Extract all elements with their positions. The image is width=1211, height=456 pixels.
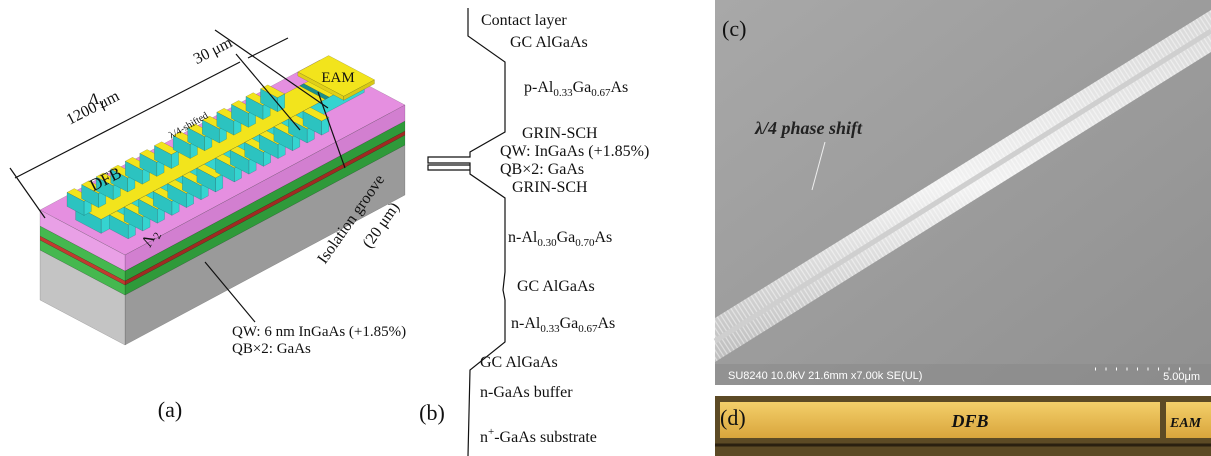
layer-text: Ga [560, 315, 579, 332]
layer-text: p-Al [524, 79, 554, 96]
layer-label: p-Al0.33Ga0.67As [524, 79, 628, 99]
layer-text: QW: InGaAs (+1.85%) [500, 143, 649, 160]
layer-text: Ga [557, 229, 576, 246]
layer-subscript: 0.67 [591, 87, 611, 99]
layer-label: GRIN-SCH [522, 125, 598, 142]
sem-info: SU8240 10.0kV 21.6mm x7.00k SE(UL) [728, 370, 922, 382]
layer-subscript: 0.70 [575, 237, 595, 249]
period1-symbol: Λ [88, 91, 100, 108]
layer-text: n-GaAs buffer [480, 384, 573, 401]
layer-text: GC AlGaAs [517, 278, 595, 295]
layer-label: QW: InGaAs (+1.85%) [500, 143, 649, 160]
qb-label: QB×2: GaAs [232, 341, 311, 357]
figure: 1200 μm 30 μm EAM Λ1 λ/4-shifted DFB Λ2 … [0, 0, 1211, 456]
layer-label: GRIN-SCH [512, 179, 588, 196]
qw-label: QW: 6 nm InGaAs (+1.85%) [232, 324, 406, 340]
layer-label: GC AlGaAs [510, 34, 588, 51]
layer-subscript: 0.33 [553, 87, 573, 99]
panel-label: (a) [158, 397, 182, 422]
eam-label: EAM [321, 70, 354, 86]
panel-label: (c) [722, 16, 746, 41]
layer-text: QB×2: GaAs [500, 161, 584, 178]
dfb-label: DFB [950, 411, 988, 431]
panel-c: (c) λ/4 phase shift SU8240 10.0kV 21.6mm… [715, 0, 1211, 385]
layer-text: Ga [573, 79, 592, 96]
layer-label: n+-GaAs substrate [480, 426, 597, 446]
extension-line [10, 168, 45, 218]
layer-label: QB×2: GaAs [500, 161, 584, 178]
layer-text: n-Al [511, 315, 541, 332]
layer-text: As [594, 229, 612, 246]
layer-text: As [610, 79, 628, 96]
layer-text: GRIN-SCH [512, 179, 588, 196]
panel-label: (b) [419, 400, 445, 425]
layer-label: n-Al0.30Ga0.70As [508, 229, 612, 249]
scale-label: 5.00μm [1163, 371, 1200, 383]
period1-index: 1 [100, 99, 106, 111]
panel-d: (d) DFB EAM [715, 396, 1211, 456]
layer-text: GRIN-SCH [522, 125, 598, 142]
layer-label: n-GaAs buffer [480, 384, 573, 401]
layer-text: Contact layer [481, 12, 567, 29]
layer-text: -GaAs substrate [494, 429, 597, 446]
layer-text: As [597, 315, 615, 332]
layer-label: n-Al0.33Ga0.67As [511, 315, 615, 335]
layer-label: GC AlGaAs [480, 354, 558, 371]
layer-text: n-Al [508, 229, 538, 246]
layer-subscript: 0.33 [540, 323, 560, 335]
dimension-line [248, 38, 288, 58]
dfb-pad [720, 402, 1160, 438]
layer-subscript: 0.30 [537, 237, 557, 249]
eam-label: EAM [1169, 416, 1202, 431]
panel-label: (d) [720, 405, 746, 430]
eam-length-label: 30 μm [191, 34, 236, 68]
layer-subscript: 0.67 [578, 323, 598, 335]
layer-label: Contact layer [481, 12, 567, 29]
layer-text: n [480, 429, 488, 446]
layer-text: GC AlGaAs [480, 354, 558, 371]
phase-shift-label: λ/4 phase shift [754, 118, 863, 138]
layer-label: GC AlGaAs [517, 278, 595, 295]
panel-b: Contact layer GC AlGaAs p-Al0.33Ga0.67As… [419, 8, 649, 456]
layer-text: GC AlGaAs [510, 34, 588, 51]
